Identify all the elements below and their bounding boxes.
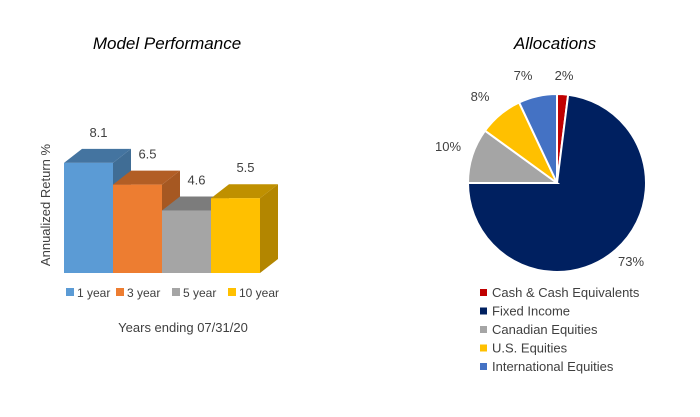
legend-label: International Equities [492,359,614,374]
bar-side-10-year [260,184,278,273]
pie-data-label: 8% [471,89,490,104]
bar-10-year [211,198,260,273]
bar-top-10-year [211,184,278,199]
pie-legend: Cash & Cash Equivalents Fixed Income Canad… [480,285,640,374]
pie-group: 2% 73% 10% 8% 7% [435,68,647,273]
bar-1-year [64,162,113,273]
bar-group: 8.1 6.5 4.6 5.5 [64,125,278,273]
bar-5-year [162,210,211,273]
bar-3-year [113,184,162,273]
legend-label: Canadian Equities [492,322,598,337]
legend-label: Cash & Cash Equivalents [492,285,640,300]
pie-data-label: 2% [555,68,574,83]
bar-data-label: 6.5 [138,147,156,162]
legend-swatch [480,344,487,352]
x-axis-label: Years ending 07/31/20 [118,320,248,335]
pie-chart-title: Allocations [513,34,597,53]
legend-label: Fixed Income [492,304,570,319]
y-axis-label: Annualized Return % [38,144,53,267]
bar-legend: 1 year 3 year 5 year 10 year [66,286,279,300]
legend-swatch [480,289,487,296]
legend-label: 10 year [239,286,279,300]
legend-label: 3 year [127,286,160,300]
pie-data-label: 7% [514,68,533,83]
bar-top-3-year [113,170,180,185]
bar-data-label: 5.5 [236,160,254,175]
legend-label: 5 year [183,286,216,300]
bar-top-1-year [64,148,131,163]
bar-chart-title: Model Performance [93,34,241,53]
legend-label: 1 year [77,286,110,300]
legend-label: U.S. Equities [492,341,568,356]
legend-swatch [66,288,74,296]
pie-data-label: 73% [618,254,644,269]
bar-data-label: 4.6 [187,172,205,187]
legend-swatch [480,307,487,315]
legend-swatch [480,326,487,333]
legend-swatch [172,288,180,296]
pie-data-label: 10% [435,139,461,154]
legend-swatch [228,288,236,296]
pie-slice-4 [517,92,558,184]
legend-swatch [116,288,124,296]
legend-swatch [480,363,487,370]
bar-data-label: 8.1 [89,125,107,140]
